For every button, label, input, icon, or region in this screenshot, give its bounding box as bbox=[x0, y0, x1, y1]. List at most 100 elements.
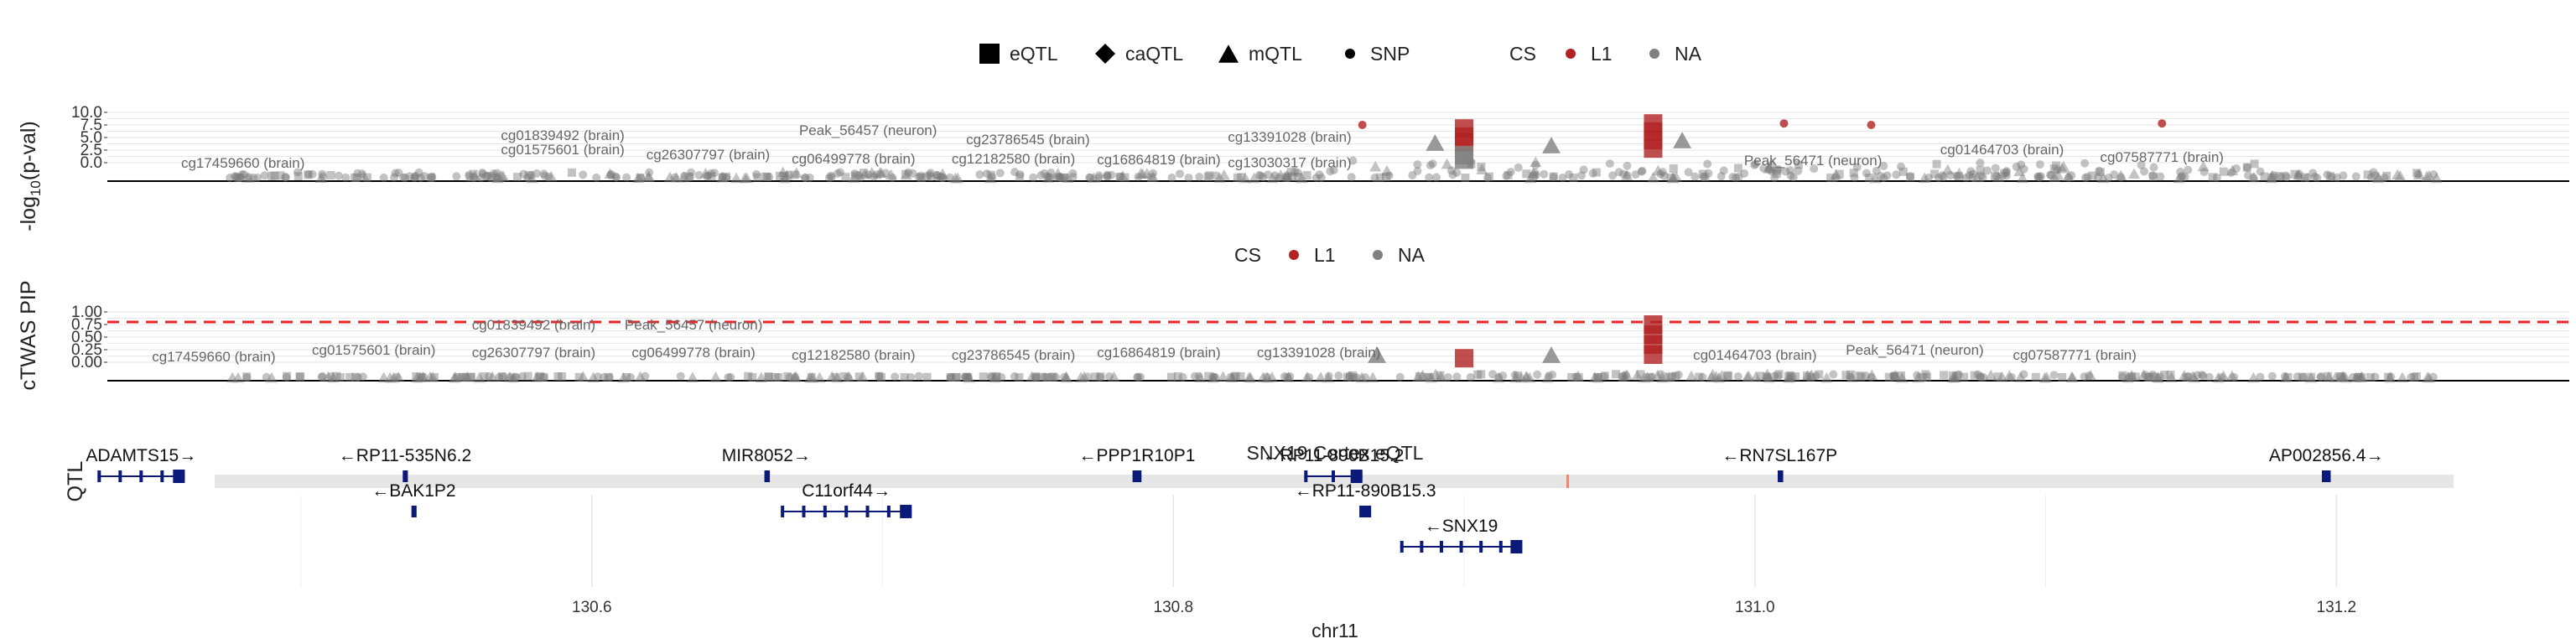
background-point bbox=[1954, 172, 1963, 181]
background-point bbox=[875, 167, 888, 178]
gene-snx19: ←SNX19 bbox=[1400, 517, 1523, 553]
background-point bbox=[2033, 172, 2043, 181]
background-point bbox=[2080, 158, 2090, 168]
background-point bbox=[1345, 372, 1354, 382]
background-point bbox=[480, 371, 489, 381]
background-point bbox=[790, 167, 802, 179]
background-point bbox=[1830, 169, 1842, 179]
background-point bbox=[448, 371, 460, 383]
background-point bbox=[932, 170, 942, 179]
background-point bbox=[539, 169, 548, 179]
background-point bbox=[2182, 372, 2191, 382]
background-point bbox=[2156, 172, 2165, 181]
background-point bbox=[1706, 368, 1719, 380]
background-point bbox=[1976, 171, 1986, 180]
background-point bbox=[2125, 372, 2134, 382]
background-point bbox=[699, 168, 712, 179]
background-point bbox=[466, 372, 475, 382]
background-point bbox=[2351, 172, 2360, 181]
background-point bbox=[1919, 172, 1931, 184]
legend-item-caqtl-label: caQTL bbox=[1125, 43, 1183, 65]
background-point bbox=[2293, 169, 2305, 180]
background-point bbox=[429, 372, 439, 382]
background-point bbox=[2019, 370, 2028, 379]
background-point bbox=[1504, 170, 1513, 179]
background-point bbox=[1749, 371, 1762, 382]
background-point bbox=[843, 371, 855, 382]
background-point bbox=[704, 171, 713, 180]
background-point bbox=[1091, 372, 1100, 382]
background-point bbox=[946, 372, 955, 382]
background-point bbox=[1759, 164, 1768, 173]
background-point bbox=[1078, 371, 1090, 382]
background-point bbox=[1905, 173, 1914, 182]
background-point bbox=[881, 169, 891, 178]
background-point bbox=[1774, 370, 1784, 379]
background-point bbox=[991, 372, 1000, 382]
background-point bbox=[988, 172, 997, 181]
background-point bbox=[2256, 372, 2265, 382]
background-point bbox=[1996, 371, 2008, 382]
background-point bbox=[1510, 371, 1519, 380]
background-point bbox=[2038, 371, 2051, 383]
background-point bbox=[2176, 167, 2185, 176]
background-point bbox=[1801, 370, 1814, 381]
background-point bbox=[253, 173, 262, 182]
background-point bbox=[1040, 372, 1049, 382]
background-point bbox=[1588, 169, 1597, 178]
background-point bbox=[1367, 371, 1379, 383]
background-point bbox=[2384, 371, 2397, 383]
background-point bbox=[1621, 369, 1633, 380]
background-point bbox=[612, 173, 621, 182]
background-point bbox=[982, 169, 991, 179]
background-point bbox=[1794, 160, 1803, 169]
background-point bbox=[2397, 371, 2409, 382]
background-point bbox=[1055, 172, 1064, 181]
background-point bbox=[1701, 173, 1710, 182]
background-point bbox=[1810, 164, 1819, 174]
background-point bbox=[925, 170, 934, 179]
background-point bbox=[622, 372, 631, 382]
background-point bbox=[497, 170, 510, 181]
background-point bbox=[1674, 371, 1683, 380]
highlight-point-4 bbox=[1455, 349, 1474, 368]
ctwas-pip-panel: CS L1 NA cTWAS PIP 0.000.250.500.751.00 cg174… bbox=[17, 244, 2569, 391]
background-point bbox=[2066, 371, 2079, 382]
exon bbox=[1332, 470, 1335, 482]
background-point bbox=[2007, 372, 2016, 382]
background-point bbox=[2049, 171, 2061, 183]
background-point bbox=[1740, 169, 1749, 178]
background-point bbox=[1343, 372, 1352, 382]
gene-rp11-890b15.3: ←RP11-890B15.3 bbox=[1295, 481, 1436, 517]
background-point bbox=[1991, 164, 2000, 173]
background-point bbox=[2149, 163, 2158, 172]
annotation-label-6: cg23786545 (brain) bbox=[966, 132, 1089, 148]
background-point bbox=[1448, 170, 1457, 179]
background-point bbox=[1103, 172, 1112, 181]
background-point bbox=[1766, 157, 1779, 169]
background-point bbox=[1869, 172, 1882, 184]
background-point bbox=[694, 170, 704, 179]
background-point bbox=[776, 166, 789, 178]
background-point bbox=[1861, 371, 1870, 381]
background-point bbox=[1015, 372, 1024, 382]
background-point bbox=[357, 169, 366, 179]
background-point bbox=[875, 371, 884, 381]
background-point bbox=[833, 169, 842, 179]
highlight-point-10 bbox=[2158, 119, 2167, 128]
background-point bbox=[718, 172, 727, 181]
background-point bbox=[1785, 166, 1794, 175]
cs-legend-na-marker bbox=[1649, 49, 1659, 59]
background-point bbox=[1544, 371, 1553, 381]
background-point bbox=[1530, 156, 1542, 168]
background-point bbox=[1441, 158, 1453, 169]
background-point bbox=[1892, 170, 1901, 179]
background-point bbox=[1965, 171, 1974, 180]
background-point bbox=[1592, 372, 1602, 382]
background-point bbox=[1784, 371, 1793, 381]
background-point bbox=[716, 171, 729, 183]
background-point bbox=[1519, 371, 1532, 382]
background-point bbox=[987, 372, 996, 382]
background-point bbox=[1876, 171, 1885, 180]
background-point bbox=[1954, 370, 1963, 379]
